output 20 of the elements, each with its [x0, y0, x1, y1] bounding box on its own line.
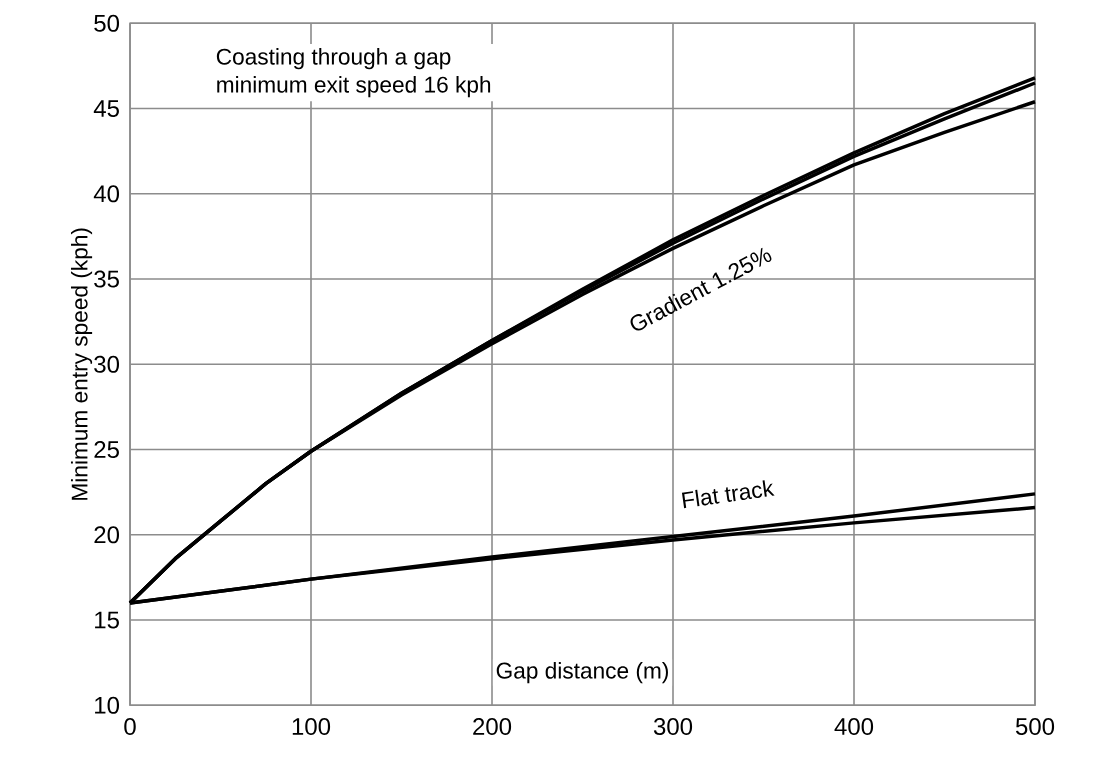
- text: Coasting through a gap: [216, 48, 451, 70]
- y-tick-label: 35: [94, 270, 119, 288]
- y-tick-label: 30: [94, 355, 120, 373]
- text: minimum exit speed 16 kph: [217, 76, 491, 98]
- y-tick-label: 25: [94, 441, 119, 459]
- y-tick-label: 10: [95, 696, 120, 714]
- annotation: Flat track: [681, 480, 775, 509]
- x-axis-title: Gap distance (m): [496, 662, 668, 684]
- x-tick-label: 200: [473, 718, 512, 736]
- x-tick-label: 0: [124, 718, 136, 736]
- x-tick-label: 100: [292, 718, 331, 736]
- y-tick-label: 50: [94, 14, 120, 32]
- x-tick-label: 500: [1015, 718, 1055, 736]
- y-tick-label: 20: [94, 526, 120, 544]
- y-axis-title: Minimum entry speed (kph): [70, 228, 93, 500]
- x-tick-label: 300: [653, 718, 693, 736]
- x-tick-label: 400: [834, 718, 874, 736]
- y-tick-label: 45: [93, 100, 119, 117]
- y-tick-label: 40: [93, 185, 120, 203]
- y-tick-label: 15: [95, 611, 119, 629]
